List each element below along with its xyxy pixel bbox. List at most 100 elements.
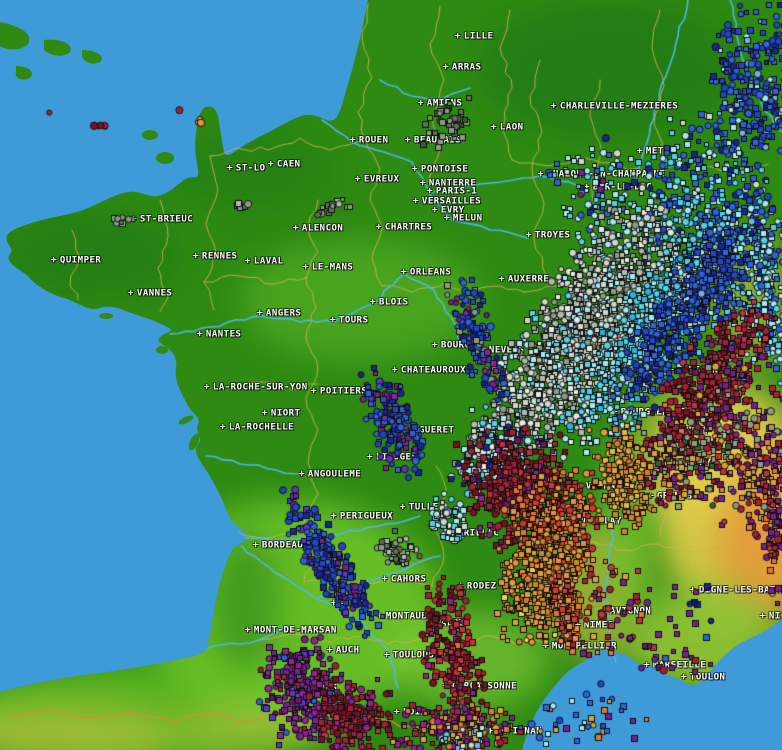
city-label-bordeaux: + BORDEAUX — [253, 541, 309, 551]
city-label-avignon: + AVIGNON — [601, 607, 651, 617]
city-marker-icon: + — [268, 159, 274, 170]
city-name: LE-PUY-EN-VELAY — [532, 516, 622, 527]
city-name: BLOIS — [378, 297, 409, 308]
city-label-marseille: + MARSEILLE — [644, 661, 706, 671]
city-name: ROUEN — [358, 135, 389, 146]
city-marker-icon: + — [584, 182, 590, 193]
city-name: AGEN — [339, 598, 364, 609]
city-label-bar-le-duc: + BAR-LE-DUC — [584, 183, 652, 193]
city-label-annecy: + ANNECY — [665, 427, 709, 437]
city-label-perpignan: + PERPIGNAN — [480, 727, 542, 737]
city-marker-icon: + — [401, 267, 407, 278]
city-label-poitiers: + POITIERS — [311, 387, 367, 397]
city-label-montauban: + MONTAUBAN — [377, 612, 439, 622]
city-marker-icon: + — [51, 255, 57, 266]
city-marker-icon: + — [392, 365, 398, 376]
city-marker-icon: + — [575, 620, 581, 631]
city-marker-icon: + — [413, 196, 419, 207]
city-name: AMIENS — [426, 98, 463, 109]
city-label-aurillac: + AURILLAC — [443, 529, 499, 539]
city-marker-icon: + — [499, 274, 505, 285]
city-name: TARBES — [301, 683, 338, 694]
city-marker-icon: + — [526, 230, 532, 241]
city-marker-icon: + — [432, 340, 438, 351]
city-label-beauvais: + BEAUVAIS — [405, 136, 461, 146]
city-marker-icon: + — [443, 62, 449, 73]
city-name: LAVAL — [253, 256, 284, 267]
city-marker-icon: + — [330, 315, 336, 326]
city-marker-icon: + — [131, 214, 137, 225]
city-name: TOULOUSE — [392, 650, 441, 661]
city-marker-icon: + — [311, 386, 317, 397]
city-name: CHARLEVILLE-MEZIERES — [559, 101, 679, 112]
city-name: BORDEAUX — [261, 540, 310, 551]
city-marker-icon: + — [382, 574, 388, 585]
city-marker-icon: + — [443, 528, 449, 539]
city-marker-icon: + — [331, 511, 337, 522]
city-name: ALENCON — [301, 223, 344, 234]
city-name: QUIMPER — [59, 255, 102, 266]
city-marker-icon: + — [491, 122, 497, 133]
city-label-digne-les-bains: + DIGNE-LES-BAINS — [690, 586, 782, 596]
city-name: NANTES — [205, 329, 242, 340]
city-name: BOURG-EN-BRESSE — [620, 407, 710, 418]
city-name: METZ — [645, 146, 670, 157]
city-name: FOIX — [402, 707, 427, 718]
city-marker-icon: + — [204, 382, 210, 393]
city-name: AUXERRE — [507, 274, 550, 285]
city-name: NIORT — [270, 408, 301, 419]
city-label-troyes: + TROYES — [526, 231, 570, 241]
city-name: PERIGUEUX — [339, 511, 394, 522]
city-marker-icon: + — [412, 164, 418, 175]
city-marker-icon: + — [128, 288, 134, 299]
city-marker-icon: + — [384, 650, 390, 661]
city-marker-icon: + — [245, 256, 251, 267]
city-marker-icon: + — [257, 308, 263, 319]
city-marker-icon: + — [303, 262, 309, 273]
city-marker-icon: + — [538, 169, 544, 180]
city-label-paris-1: + PARIS-1 — [427, 187, 477, 197]
city-label-grenoble: + GRENOBLE — [648, 492, 704, 502]
city-label-gueret: + GUERET — [410, 426, 454, 436]
city-label-quimper: + QUIMPER — [51, 256, 101, 266]
city-label-charleville-mezieres: + CHARLEVILLE-MEZIERES — [551, 102, 678, 112]
city-name: BEAUVAIS — [413, 135, 462, 146]
city-label-tulle: + TULLE — [400, 503, 439, 513]
city-label-orleans: + ORLEANS — [401, 268, 451, 278]
city-marker-icon: + — [480, 345, 486, 356]
city-name: CHAMBERY — [663, 458, 712, 469]
city-marker-icon: + — [193, 251, 199, 262]
city-name: LE-MANS — [311, 262, 354, 273]
city-name: LIMOGES — [375, 452, 418, 463]
city-name: VIENNE — [585, 481, 622, 492]
city-marker-icon: + — [577, 481, 583, 492]
city-label-caen: + CAEN — [268, 160, 301, 170]
city-name: AVIGNON — [609, 606, 652, 617]
city-label-laval: + LAVAL — [245, 257, 284, 267]
city-marker-icon: + — [331, 598, 337, 609]
city-marker-icon: + — [458, 581, 464, 592]
city-label-nantes: + NANTES — [197, 330, 241, 340]
city-name: ORLEANS — [409, 267, 452, 278]
city-marker-icon: + — [612, 407, 618, 418]
city-marker-icon: + — [427, 186, 433, 197]
city-label-nevers: + NEVERS — [480, 346, 524, 356]
city-label-le-puy-en-velay: + LE-PUY-EN-VELAY — [524, 517, 622, 527]
city-label-chartres: + CHARTRES — [376, 223, 432, 233]
city-marker-icon: + — [551, 101, 557, 112]
city-label-niort: + NIORT — [262, 409, 301, 419]
city-label-st-brieuc: + ST-BRIEUC — [131, 215, 193, 225]
city-name: TOULON — [689, 672, 726, 683]
city-name: EVREUX — [363, 174, 400, 185]
city-name: CHATEAUROUX — [400, 365, 467, 376]
city-marker-icon: + — [350, 135, 356, 146]
city-label-laon: + LAON — [491, 123, 524, 133]
city-label-alencon: + ALENCON — [293, 224, 343, 234]
city-label-montpellier: + MONTPELLIER — [543, 642, 617, 652]
city-marker-icon: + — [418, 98, 424, 109]
city-label-vienne: + VIENNE — [577, 482, 621, 492]
city-marker-icon: + — [655, 458, 661, 469]
city-name: GUERET — [418, 425, 455, 436]
